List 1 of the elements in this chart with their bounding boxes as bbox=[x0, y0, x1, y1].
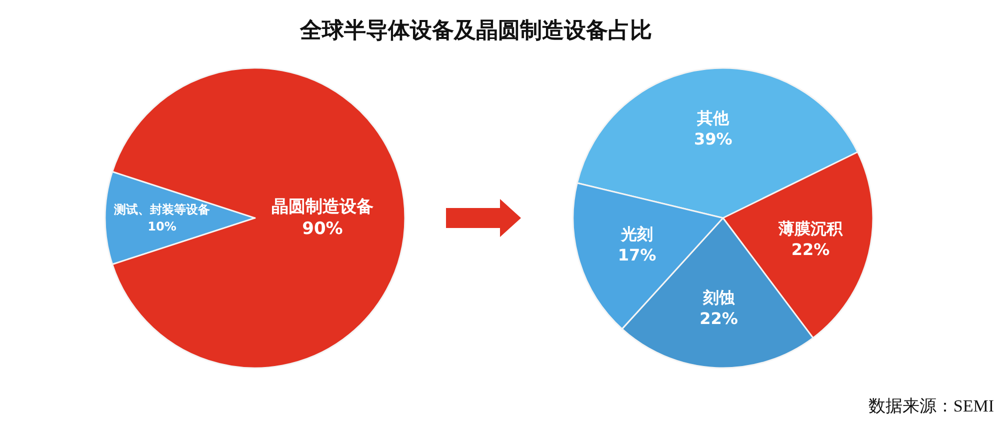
title: 全球半导体设备及晶圆制造设备占比 bbox=[300, 18, 652, 42]
